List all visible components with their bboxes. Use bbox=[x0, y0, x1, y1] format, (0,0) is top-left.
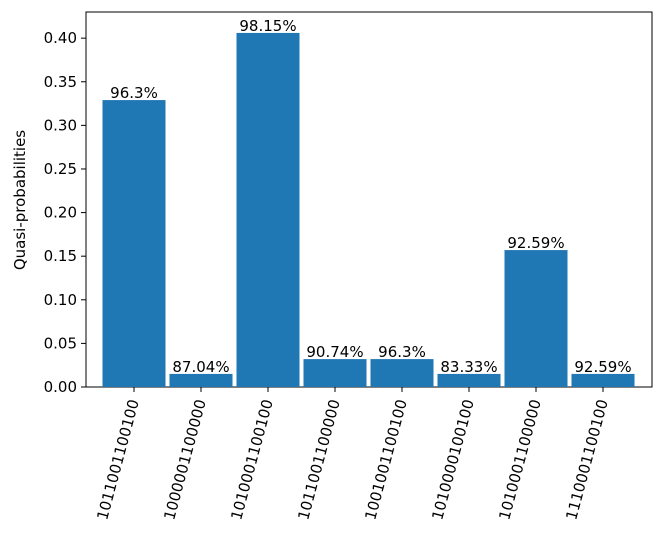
y-tick-label: 0.05 bbox=[44, 334, 77, 352]
bar-labels-group: 96.3% 87.04% 98.15% 90.74% 96.3% 83.33% 92.59%… bbox=[110, 17, 631, 376]
y-axis-label: Quasi-probabilities bbox=[11, 130, 29, 270]
x-tick-label: 1010000100100 bbox=[428, 397, 478, 522]
bar bbox=[370, 359, 434, 387]
x-tick-label: 1011001100100 bbox=[93, 397, 143, 522]
bar bbox=[437, 373, 501, 387]
x-tick-label: 1000001100000 bbox=[160, 397, 210, 522]
y-axis: 0.00 0.05 0.10 0.15 0.20 0.25 0.30 0.35 0.40 bbox=[44, 29, 86, 396]
y-tick-label: 0.35 bbox=[44, 73, 77, 91]
bar bbox=[102, 100, 166, 388]
y-tick-label: 0.15 bbox=[44, 247, 77, 265]
plot-area bbox=[85, 11, 653, 388]
bar bbox=[504, 250, 568, 387]
bar-value-label: 90.74% bbox=[306, 343, 363, 361]
bar-value-label: 87.04% bbox=[172, 358, 229, 376]
bar-value-label: 92.59% bbox=[507, 234, 564, 252]
bar-value-label: 96.3% bbox=[110, 84, 158, 102]
bar-value-label: 83.33% bbox=[440, 358, 497, 376]
x-axis: 1011001100100 1000001100000 1010001100100 1… bbox=[93, 387, 612, 522]
bar bbox=[303, 359, 367, 387]
y-tick-label: 0.10 bbox=[44, 291, 77, 309]
x-tick-label: 1010001100000 bbox=[495, 397, 545, 522]
bar bbox=[236, 32, 300, 387]
bar-value-label: 98.15% bbox=[239, 17, 296, 35]
y-tick-label: 0.30 bbox=[44, 116, 77, 134]
y-tick-label: 0.25 bbox=[44, 160, 77, 178]
bar bbox=[169, 373, 233, 387]
bar-value-label: 96.3% bbox=[378, 343, 426, 361]
y-tick-label: 0.20 bbox=[44, 204, 77, 222]
x-tick-label: 1010001100100 bbox=[227, 397, 277, 522]
x-tick-label: 1001001100100 bbox=[361, 397, 411, 522]
y-tick-label: 0.00 bbox=[44, 378, 77, 396]
x-tick-label: 1011001100000 bbox=[294, 397, 344, 522]
bars-group bbox=[102, 32, 635, 388]
bar bbox=[571, 373, 635, 387]
y-tick-label: 0.40 bbox=[44, 29, 77, 47]
x-tick-label: 1110001100100 bbox=[562, 397, 612, 522]
bar-value-label: 92.59% bbox=[574, 358, 631, 376]
plot-frame bbox=[85, 11, 653, 388]
